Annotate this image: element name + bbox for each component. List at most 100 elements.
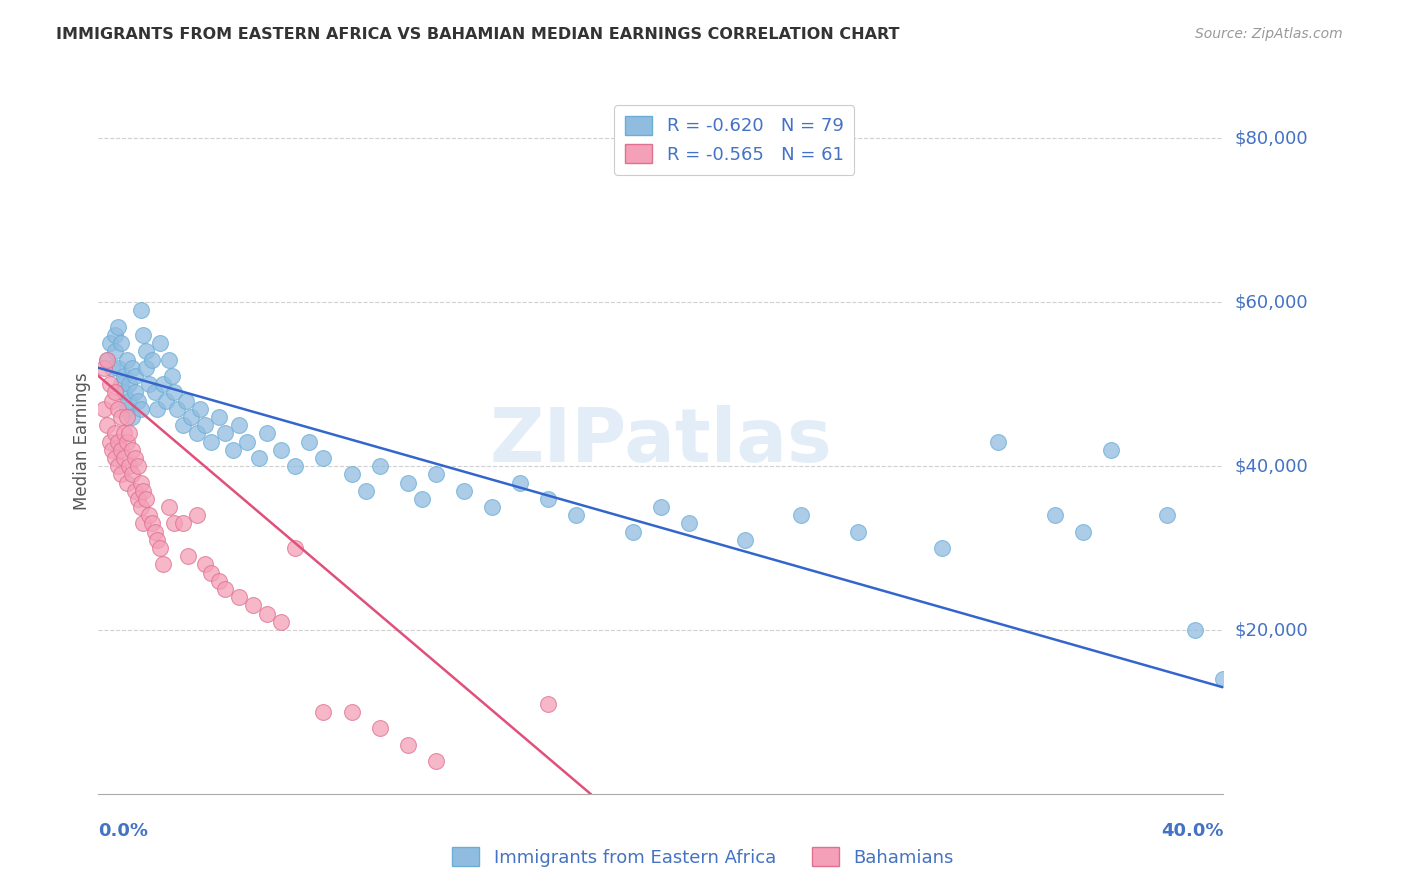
Point [115,401,138,416]
Point [284,541,307,555]
Point [200,566,222,580]
Point [124,369,146,384]
Point [1156,508,1178,523]
Point [107,459,129,474]
Point [242,599,264,613]
Point [110,336,132,351]
Point [228,591,250,605]
Point [228,418,250,433]
Point [177,549,200,564]
Point [1212,672,1234,686]
Point [368,459,391,474]
Point [298,434,321,449]
Point [101,442,124,457]
Point [115,475,138,490]
Point [340,467,363,482]
Point [163,516,186,531]
Point [256,426,278,441]
Point [112,426,135,441]
Point [129,475,152,490]
Point [312,705,335,719]
Point [149,336,172,351]
Point [138,377,160,392]
Point [453,483,475,498]
Point [110,409,132,424]
Text: $80,000: $80,000 [1234,129,1308,147]
Point [734,533,756,547]
Point [104,450,127,465]
Text: 0.0%: 0.0% [98,822,149,840]
Point [650,500,672,514]
Text: 40.0%: 40.0% [1161,822,1223,840]
Point [127,459,149,474]
Point [678,516,700,531]
Point [425,754,447,768]
Point [208,574,231,588]
Point [104,385,127,400]
Point [107,319,129,334]
Point [368,722,391,736]
Text: IMMIGRANTS FROM EASTERN AFRICA VS BAHAMIAN MEDIAN EARNINGS CORRELATION CHART: IMMIGRANTS FROM EASTERN AFRICA VS BAHAMI… [56,27,900,42]
Point [115,434,138,449]
Point [118,426,141,441]
Point [124,483,146,498]
Point [138,508,160,523]
Text: Source: ZipAtlas.com: Source: ZipAtlas.com [1195,27,1343,41]
Point [537,491,560,506]
Point [96,418,118,433]
Point [135,491,157,506]
Point [987,434,1010,449]
Point [101,393,124,408]
Point [157,500,180,514]
Point [143,385,166,400]
Point [104,328,127,343]
Point [98,377,121,392]
Point [146,533,169,547]
Point [107,434,129,449]
Point [127,393,149,408]
Point [129,303,152,318]
Point [1071,524,1094,539]
Legend: Immigrants from Eastern Africa, Bahamians: Immigrants from Eastern Africa, Bahamian… [444,840,962,874]
Point [247,450,270,465]
Point [135,360,157,375]
Point [270,615,292,629]
Point [411,491,433,506]
Point [132,328,155,343]
Point [118,459,141,474]
Point [1043,508,1066,523]
Point [149,541,172,555]
Point [270,442,292,457]
Point [481,500,503,514]
Point [110,442,132,457]
Point [222,442,245,457]
Point [208,409,231,424]
Point [107,401,129,416]
Point [104,344,127,359]
Point [200,434,222,449]
Point [112,450,135,465]
Point [124,385,146,400]
Point [115,352,138,367]
Point [186,508,208,523]
Point [396,475,419,490]
Point [110,467,132,482]
Point [121,467,143,482]
Point [104,426,127,441]
Point [107,360,129,375]
Point [790,508,813,523]
Point [152,377,174,392]
Point [194,418,217,433]
Point [214,426,236,441]
Text: $20,000: $20,000 [1234,621,1308,639]
Point [194,558,217,572]
Y-axis label: Median Earnings: Median Earnings [73,373,91,510]
Point [121,360,143,375]
Point [101,360,124,375]
Point [129,401,152,416]
Point [129,500,152,514]
Point [537,697,560,711]
Point [98,336,121,351]
Point [143,524,166,539]
Point [931,541,953,555]
